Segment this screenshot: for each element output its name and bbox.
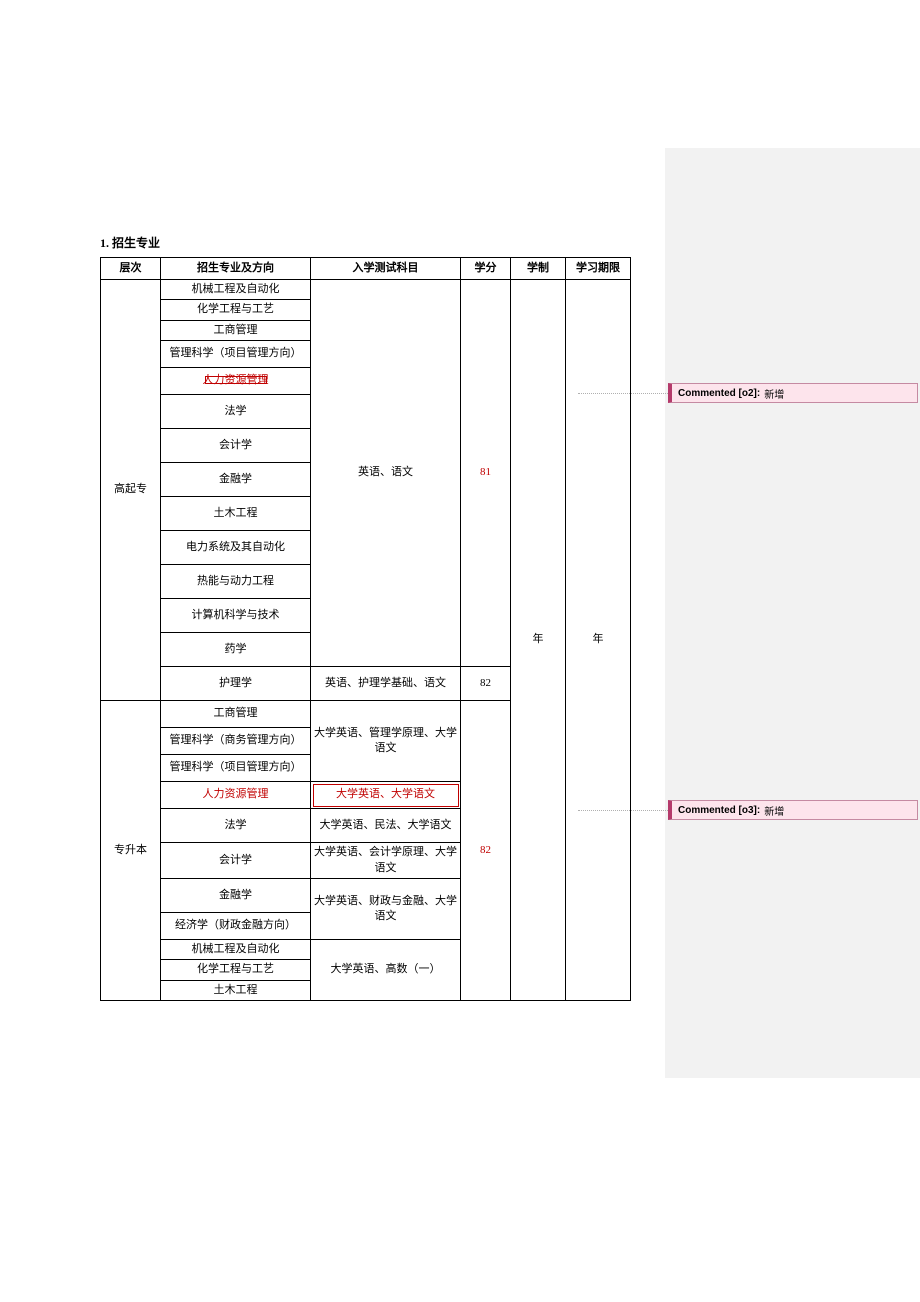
cell-level-gqz: 高起专	[101, 280, 161, 701]
cell-major: 管理科学（项目管理方向）	[161, 341, 311, 368]
comment-leader	[578, 393, 668, 394]
cell-major: 法学	[161, 395, 311, 429]
header-credit: 学分	[461, 258, 511, 280]
cell-major: 管理科学（项目管理方向）	[161, 755, 311, 782]
comment-text: 新增	[764, 803, 784, 818]
cell-major: 化学工程与工艺	[161, 300, 311, 320]
cell-credit: 82	[461, 701, 511, 1001]
cell-major: 人力资源管理	[161, 368, 311, 395]
cell-major: 土木工程	[161, 980, 311, 1000]
highlight-text: 人力资源管理	[203, 788, 269, 800]
cell-major: 电力系统及其自动化	[161, 531, 311, 565]
cell-test: 大学英语、高数（一）	[311, 939, 461, 1000]
cell-major: 计算机科学与技术	[161, 599, 311, 633]
cell-test: 大学英语、会计学原理、大学语文	[311, 843, 461, 879]
header-term: 学习期限	[566, 258, 631, 280]
cell-major: 管理科学（商务管理方向）	[161, 728, 311, 755]
header-year: 学制	[511, 258, 566, 280]
comment-tag: Commented [o3]:	[678, 805, 760, 816]
cell-major: 工商管理	[161, 320, 311, 340]
enrollment-table: 层次 招生专业及方向 入学测试科目 学分 学制 学习期限 高起专 机械工程及自动…	[100, 257, 631, 1001]
header-major: 招生专业及方向	[161, 258, 311, 280]
cell-major: 金融学	[161, 463, 311, 497]
cell-major: 工商管理	[161, 701, 311, 728]
cell-major: 会计学	[161, 843, 311, 879]
cell-major: 机械工程及自动化	[161, 280, 311, 300]
cell-test: 大学英语、民法、大学语文	[311, 809, 461, 843]
table-header-row: 层次 招生专业及方向 入学测试科目 学分 学制 学习期限	[101, 258, 631, 280]
header-test: 入学测试科目	[311, 258, 461, 280]
cell-major: 化学工程与工艺	[161, 960, 311, 980]
cell-test: 大学英语、大学语文	[311, 782, 461, 809]
cell-major: 经济学（财政金融方向）	[161, 912, 311, 939]
cell-major: 会计学	[161, 429, 311, 463]
table-row: 高起专 机械工程及自动化 英语、语文 81 年 年	[101, 280, 631, 300]
cell-major: 护理学	[161, 667, 311, 701]
comment-leader	[578, 810, 668, 811]
comment-sidebar	[665, 148, 920, 1078]
cell-credit: 81	[461, 280, 511, 667]
comment-o3[interactable]: Commented [o3]: 新增	[668, 800, 918, 820]
highlight-text: 人力资源管理	[203, 374, 269, 386]
cell-major: 土木工程	[161, 497, 311, 531]
cell-major: 机械工程及自动化	[161, 939, 311, 959]
cell-level-zsb: 专升本	[101, 701, 161, 1001]
comment-o2[interactable]: Commented [o2]: 新增	[668, 383, 918, 403]
cell-major: 药学	[161, 633, 311, 667]
cell-test: 大学英语、财政与金融、大学语文	[311, 878, 461, 939]
comment-tag: Commented [o2]:	[678, 388, 760, 399]
cell-test: 大学英语、管理学原理、大学语文	[311, 701, 461, 782]
document-content: 1. 招生专业 层次 招生专业及方向 入学测试科目 学分 学制 学习期限 高起专…	[100, 234, 660, 1001]
section-heading: 1. 招生专业	[100, 234, 660, 251]
comment-text: 新增	[764, 386, 784, 401]
cell-test: 英语、护理学基础、语文	[311, 667, 461, 701]
cell-major: 法学	[161, 809, 311, 843]
cell-major: 人力资源管理	[161, 782, 311, 809]
cell-year: 年	[511, 280, 566, 1001]
header-level: 层次	[101, 258, 161, 280]
cell-major: 金融学	[161, 878, 311, 912]
cell-credit: 82	[461, 667, 511, 701]
cell-term: 年	[566, 280, 631, 1001]
cell-test: 英语、语文	[311, 280, 461, 667]
cell-major: 热能与动力工程	[161, 565, 311, 599]
